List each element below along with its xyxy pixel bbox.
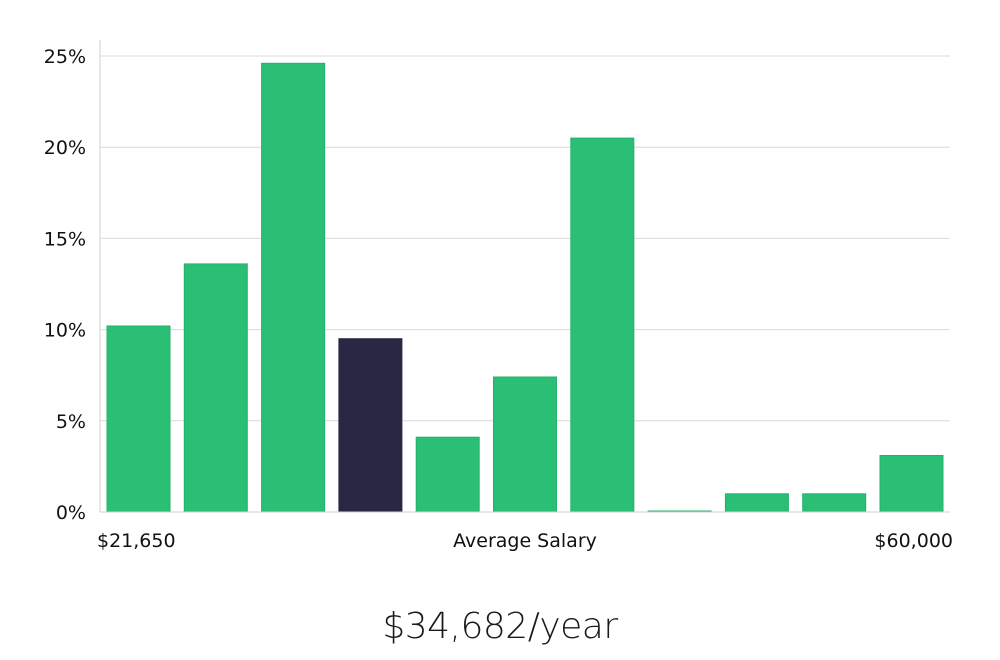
bar xyxy=(183,263,248,513)
bar xyxy=(570,137,635,513)
bar xyxy=(493,376,557,513)
y-tick-label: 0% xyxy=(56,502,86,524)
y-axis-tick-labels: 0% 5% 10% 15% 20% 25% xyxy=(44,46,86,524)
average-salary-value: $34,682/year xyxy=(382,606,618,647)
y-tick-label: 15% xyxy=(44,228,86,250)
bar xyxy=(724,493,789,513)
bar xyxy=(802,493,867,513)
x-axis-min-label: $21,650 xyxy=(97,530,176,552)
bars xyxy=(106,62,944,513)
bar xyxy=(415,436,480,513)
y-tick-label: 20% xyxy=(44,137,86,159)
x-axis-max-label: $60,000 xyxy=(874,530,953,552)
bar-highlighted xyxy=(338,338,403,513)
bar xyxy=(879,455,944,513)
y-tick-label: 5% xyxy=(56,411,86,433)
bar xyxy=(261,62,326,513)
y-tick-label: 25% xyxy=(44,46,86,68)
x-axis-title: Average Salary xyxy=(453,530,597,552)
y-tick-label: 10% xyxy=(44,320,86,342)
bar xyxy=(106,325,171,513)
